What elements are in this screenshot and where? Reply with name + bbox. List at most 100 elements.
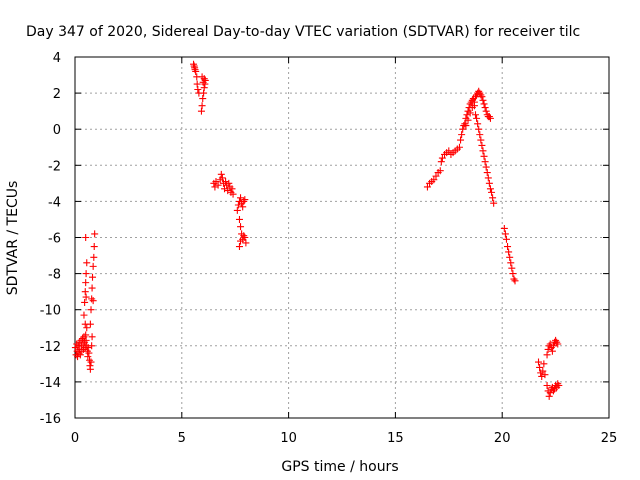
data-point	[83, 324, 91, 332]
data-point	[538, 372, 546, 380]
data-point	[198, 102, 206, 110]
data-point	[83, 259, 91, 267]
data-point	[539, 367, 547, 375]
data-point	[430, 176, 438, 184]
data-point	[228, 185, 236, 193]
data-point	[90, 253, 98, 261]
data-point	[478, 93, 486, 101]
data-point	[457, 136, 465, 144]
data-point	[545, 392, 553, 400]
data-point	[81, 288, 89, 296]
data-point	[505, 248, 513, 256]
data-point	[554, 340, 562, 348]
data-point	[506, 253, 514, 261]
data-point	[190, 62, 198, 70]
data-point	[509, 270, 517, 278]
data-point	[464, 116, 472, 124]
data-point	[225, 179, 233, 187]
data-points	[71, 60, 563, 400]
y-tick-label: 2	[53, 87, 61, 102]
data-point	[474, 120, 482, 128]
data-point	[458, 131, 466, 139]
data-point	[549, 342, 557, 350]
data-point	[482, 107, 490, 115]
data-point	[423, 183, 431, 191]
data-point	[472, 111, 479, 119]
data-point	[490, 199, 498, 207]
data-point	[86, 320, 94, 328]
data-point	[87, 306, 95, 314]
data-point	[76, 351, 84, 359]
data-point	[484, 174, 492, 182]
data-point	[89, 297, 97, 305]
data-point	[507, 259, 515, 267]
x-tick-label: 10	[280, 431, 297, 446]
data-point	[82, 234, 90, 241]
x-tick-label: 20	[494, 431, 511, 446]
data-point	[201, 76, 209, 84]
data-point	[548, 347, 556, 355]
x-tick-label: 0	[71, 431, 79, 446]
x-tick-label: 5	[178, 431, 186, 446]
data-point	[437, 158, 445, 166]
data-point	[473, 114, 481, 122]
data-point	[501, 230, 509, 238]
data-point	[500, 224, 508, 232]
data-point	[214, 181, 222, 189]
data-point	[89, 273, 97, 281]
data-point	[462, 122, 470, 130]
data-point	[82, 270, 90, 278]
data-point	[455, 143, 463, 151]
data-point	[540, 360, 548, 368]
data-point	[475, 125, 483, 133]
data-point	[89, 262, 97, 270]
data-point	[85, 349, 93, 357]
y-tick-label: -14	[40, 376, 61, 391]
data-point	[479, 96, 487, 104]
data-point	[237, 223, 245, 231]
grid	[75, 57, 609, 418]
data-point	[481, 104, 489, 112]
data-point	[218, 174, 226, 182]
data-point	[212, 178, 220, 186]
data-point	[479, 147, 487, 155]
data-point	[191, 66, 199, 74]
data-point	[237, 194, 245, 202]
data-point	[234, 201, 242, 209]
data-point	[239, 203, 247, 211]
y-tick-label: -6	[48, 232, 61, 247]
data-point	[485, 179, 493, 187]
data-point	[199, 95, 207, 103]
data-point	[87, 358, 95, 366]
data-point	[541, 371, 549, 379]
data-point	[482, 163, 490, 171]
data-point	[211, 183, 219, 191]
x-tick-label: 15	[387, 431, 404, 446]
data-point	[200, 89, 208, 97]
data-point	[478, 141, 486, 149]
data-point	[480, 100, 488, 108]
data-point	[463, 111, 471, 119]
data-point	[436, 167, 444, 175]
data-point	[82, 293, 90, 301]
data-point	[192, 67, 200, 75]
data-point	[543, 382, 551, 390]
data-point	[445, 147, 453, 155]
data-point	[504, 243, 512, 251]
data-point	[86, 365, 94, 373]
data-point	[82, 279, 90, 287]
y-tick-label: -8	[48, 268, 61, 283]
data-point	[432, 172, 440, 180]
data-point	[233, 206, 241, 214]
data-point	[88, 284, 96, 292]
y-tick-label: -16	[40, 412, 61, 427]
data-point	[80, 311, 88, 319]
data-point	[459, 125, 467, 133]
data-point	[477, 136, 485, 144]
data-point	[508, 264, 516, 272]
y-tick-label: -10	[40, 304, 61, 319]
data-point	[235, 243, 243, 251]
data-point	[481, 158, 489, 166]
data-point	[489, 194, 497, 202]
